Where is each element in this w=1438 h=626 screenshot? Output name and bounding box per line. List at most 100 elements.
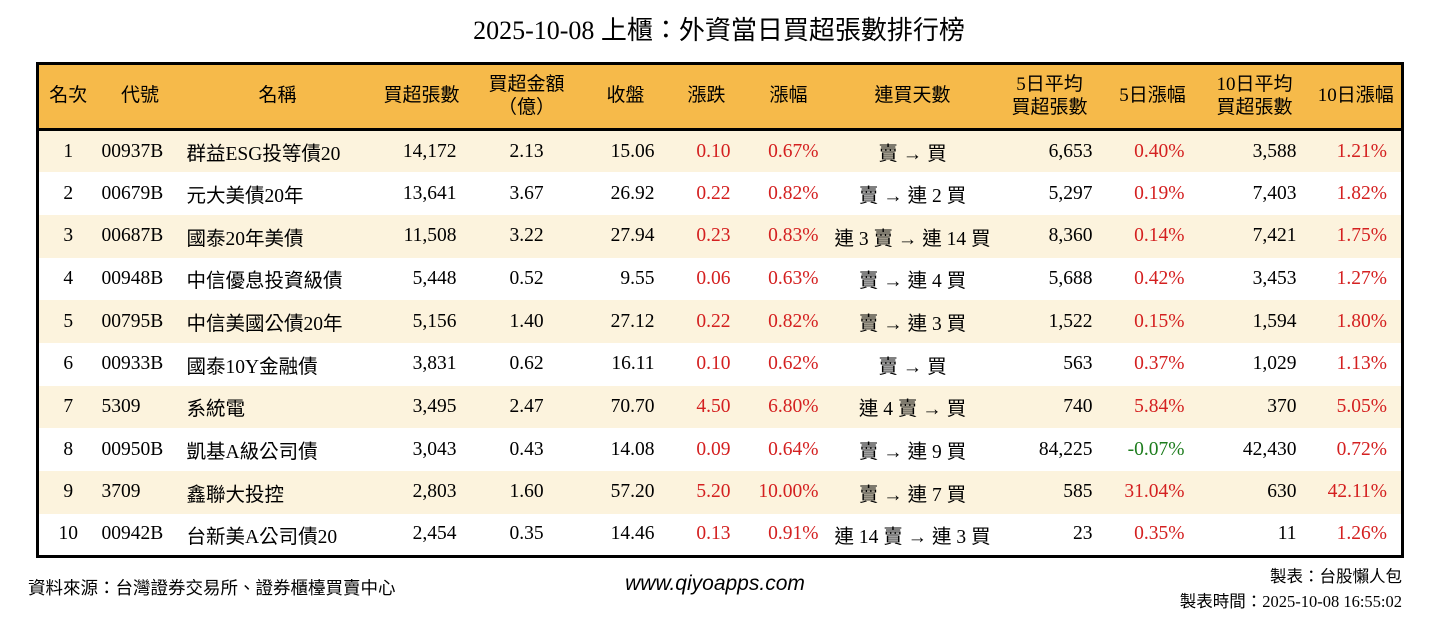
table-row: 1 00937B 群益ESG投等債20 14,172 2.13 15.06 0.10 0.67… [37, 129, 1403, 173]
cell-avg10_volume: 630 [1267, 481, 1297, 503]
cell-avg10_volume: 7,403 [1252, 182, 1297, 204]
cell-avg5_volume: 8,360 [1048, 225, 1093, 247]
cell-change_pct: 10.00% [758, 481, 819, 503]
cell-code: 00937B [101, 140, 164, 162]
cell-rank: 7 [63, 395, 74, 417]
cell-buy_amount: 0.52 [509, 267, 544, 289]
cell-streak: 連 14 賣 → 連 3 買 [834, 526, 991, 548]
cell-code: 00948B [101, 267, 164, 289]
cell-avg5_volume: 740 [1063, 395, 1093, 417]
table-row: 6 00933B 國泰10Y金融債 3,831 0.62 16.11 0.10 0.62% 賣 … [37, 342, 1403, 386]
header-cell-streak: 連買天數 [832, 63, 993, 131]
cell-change: 0.23 [696, 225, 731, 247]
cell-buy_volume: 3,831 [412, 353, 457, 375]
cell-code: 00933B [101, 353, 164, 375]
cell-change_pct: 0.67% [768, 140, 819, 162]
table-row: 7 5309 系統電 3,495 2.47 70.70 4.50 6.80% 連 4 賣 → 買… [37, 385, 1403, 429]
cell-close: 15.06 [610, 140, 655, 162]
cell-buy_amount: 3.22 [509, 225, 544, 247]
cell-streak: 賣 → 連 7 買 [858, 484, 967, 506]
cell-buy_volume: 11,508 [403, 225, 457, 247]
cell-name: 凱基A級公司債 [186, 442, 318, 464]
cell-close: 14.08 [610, 438, 655, 460]
cell-buy_volume: 3,495 [412, 395, 457, 417]
cell-buy_volume: 3,043 [412, 438, 457, 460]
header-cell-rank: 名次 [37, 63, 98, 131]
cell-streak: 賣 → 連 3 買 [858, 314, 967, 336]
cell-pct5: 0.35% [1134, 523, 1185, 545]
cell-name: 鑫聯大投控 [186, 484, 285, 506]
cell-rank: 3 [63, 225, 74, 247]
cell-close: 14.46 [610, 523, 655, 545]
cell-close: 70.70 [610, 395, 655, 417]
table-row: 2 00679B 元大美債20年 13,641 3.67 26.92 0.22 0.82% 賣 … [37, 172, 1403, 215]
cell-close: 27.94 [610, 225, 655, 247]
cell-rank: 1 [63, 140, 74, 162]
cell-avg10_volume: 3,588 [1252, 140, 1297, 162]
cell-pct10: 5.05% [1336, 395, 1387, 417]
cell-pct5: 0.37% [1134, 353, 1185, 375]
cell-streak: 賣 → 買 [878, 144, 947, 166]
cell-name: 國泰10Y金融債 [186, 356, 318, 378]
cell-name: 中信優息投資級債 [186, 271, 343, 293]
cell-streak: 連 4 賣 → 買 [858, 399, 967, 421]
cell-close: 26.92 [610, 182, 655, 204]
cell-avg10_volume: 1,029 [1252, 353, 1297, 375]
footer-timestamp: 製表時間：2025-10-08 16:55:02 [1179, 591, 1402, 611]
table-row: 3 00687B 國泰20年美債 11,508 3.22 27.94 0.23 0.83% 連 … [37, 214, 1403, 258]
cell-buy_amount: 0.35 [509, 523, 544, 545]
cell-streak: 賣 → 連 9 買 [858, 442, 967, 464]
cell-change: 0.13 [696, 523, 731, 545]
cell-avg5_volume: 84,225 [1038, 438, 1093, 460]
page-title: 2025-10-08 上櫃：外資當日買超張數排行榜 [473, 16, 965, 45]
cell-streak: 賣 → 買 [878, 356, 947, 378]
cell-rank: 5 [63, 310, 74, 332]
cell-close: 57.20 [610, 481, 655, 503]
cell-pct10: 1.26% [1336, 523, 1387, 545]
header-cell-pct10: 10日漲幅 [1310, 63, 1403, 131]
footer-author: 製表：台股懶人包 [1270, 566, 1402, 586]
cell-change: 5.20 [696, 481, 731, 503]
cell-rank: 4 [63, 267, 74, 289]
cell-buy_amount: 0.43 [509, 438, 544, 460]
cell-code: 00795B [101, 310, 164, 332]
cell-buy_amount: 1.40 [509, 310, 544, 332]
cell-buy_amount: 1.60 [509, 481, 544, 503]
header-cell-buy_volume: 買超張數 [372, 63, 471, 131]
cell-code: 3709 [101, 481, 141, 503]
cell-avg5_volume: 563 [1063, 353, 1093, 375]
table-row: 4 00948B 中信優息投資級債 5,448 0.52 9.55 0.06 0.63% 賣 →… [37, 257, 1403, 301]
cell-pct10: 1.82% [1336, 182, 1387, 204]
footer-website: www.qiyoapps.com [625, 571, 805, 595]
table-row: 5 00795B 中信美國公債20年 5,156 1.40 27.12 0.22 0.82% 賣… [37, 300, 1403, 343]
header-cell-pct5: 5日漲幅 [1106, 63, 1199, 131]
cell-rank: 10 [58, 523, 79, 545]
header-cell-change_pct: 漲幅 [744, 63, 833, 131]
cell-pct10: 1.75% [1336, 225, 1387, 247]
cell-change_pct: 0.83% [768, 225, 819, 247]
cell-avg10_volume: 1,594 [1252, 310, 1297, 332]
cell-name: 中信美國公債20年 [186, 314, 343, 336]
cell-change_pct: 0.91% [768, 523, 819, 545]
header-cell-buy_amount: 買超金額 （億） [470, 63, 583, 131]
ranking-table: 名次 代號 名稱 買超張數 買超金額 （億） 收盤 漲跌 漲幅 連買天數 5日平均 買超張數 5日漲… [36, 62, 1404, 558]
cell-name: 國泰20年美債 [186, 228, 304, 250]
cell-name: 系統電 [186, 399, 246, 421]
cell-code: 00942B [101, 523, 164, 545]
table-row: 9 3709 鑫聯大投控 2,803 1.60 57.20 5.20 10.00% 賣 → 連 … [37, 471, 1403, 514]
cell-pct10: 1.21% [1336, 140, 1387, 162]
header-cell-close: 收盤 [582, 63, 669, 131]
cell-change: 0.22 [696, 182, 731, 204]
cell-change: 0.09 [696, 438, 731, 460]
cell-avg10_volume: 7,421 [1252, 225, 1297, 247]
cell-pct10: 42.11% [1327, 481, 1387, 503]
cell-code: 00687B [101, 225, 164, 247]
cell-name: 群益ESG投等債20 [186, 144, 341, 166]
cell-change: 4.50 [696, 395, 731, 417]
cell-rank: 2 [63, 182, 74, 204]
header-cell-change: 漲跌 [668, 63, 745, 131]
cell-buy_amount: 0.62 [509, 353, 544, 375]
cell-code: 00679B [101, 182, 164, 204]
header-cell-avg5_volume: 5日平均 買超張數 [992, 63, 1107, 131]
footer-source: 資料來源：台灣證券交易所、證券櫃檯買賣中心 [28, 577, 396, 598]
